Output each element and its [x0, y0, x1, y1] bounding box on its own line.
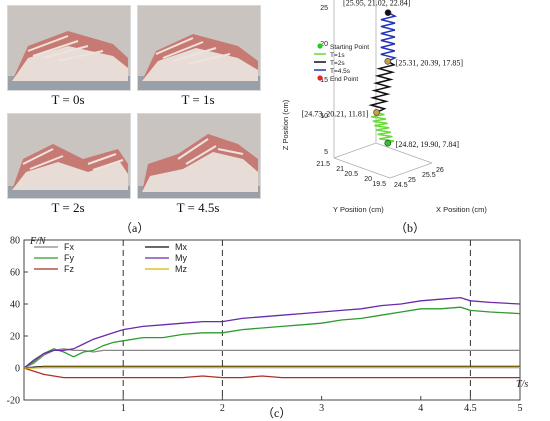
point-coordinate-label: [25.31, 20.39, 17.85] [396, 58, 464, 67]
x-tick-label: 5 [518, 403, 523, 414]
legend-label: Mz [175, 264, 187, 274]
legend-label: Fz [64, 264, 74, 274]
z-axis-label: Z Position (cm) [281, 99, 290, 150]
z-tick-label: 5 [324, 149, 328, 156]
series-line [24, 366, 520, 369]
legend-label: Fy [64, 253, 74, 263]
legend-marker [317, 43, 323, 49]
series-line [23, 365, 520, 369]
series-line [23, 348, 520, 369]
photo-t1 [137, 5, 261, 91]
y-tick-label: 0 [15, 364, 20, 375]
photo-t1-label: T = 1s [181, 92, 215, 107]
y-tick-label: -20 [7, 396, 20, 407]
panel-c-caption: （c） [262, 406, 292, 420]
legend-label: T=4.5s [330, 68, 351, 75]
legend-label: Starting Point [330, 44, 369, 51]
axis-box-edge [333, 142, 377, 159]
photo-t2 [7, 113, 131, 199]
panel-b-caption: （b） [395, 221, 426, 235]
trajectory-point [384, 139, 392, 147]
photo-t0-label: T = 0s [51, 92, 85, 107]
y-tick-label: 60 [10, 268, 20, 279]
z-tick-label: 25 [320, 5, 328, 12]
point-coordinate-label: [25.95, 21.02, 22.84] [343, 0, 411, 8]
y-tick-label: 19.5 [372, 181, 386, 188]
axis-box-edge [333, 157, 391, 179]
x-tick-label: 4.5 [464, 403, 477, 414]
axis-box-edge [375, 142, 433, 164]
series-line [23, 306, 521, 369]
y-tick-label: 21 [336, 166, 344, 173]
x-axis-label: T/s [516, 379, 528, 390]
z-tick-label: 15 [320, 77, 328, 84]
y-axis-label: F/N [29, 236, 47, 247]
x-tick-label: 4 [418, 403, 423, 414]
legend-marker [317, 75, 323, 81]
photo-t45-label: T = 4.5s [176, 200, 220, 215]
trajectory-point [373, 109, 380, 116]
axis-box-edge [389, 162, 433, 179]
photo-t45 [137, 113, 261, 199]
legend-label: T=1s [330, 52, 345, 59]
y-tick-label: 20 [364, 176, 372, 183]
y-tick-label: 40 [10, 300, 20, 311]
x-axis-label: X Position (cm) [436, 205, 487, 214]
photo-t0 [7, 5, 131, 91]
z-tick-label: 10 [320, 113, 328, 120]
photo-t2-label: T = 2s [51, 200, 85, 215]
trajectory-segment [371, 111, 395, 144]
x-tick-label: 1 [121, 403, 126, 414]
trajectory-segment [380, 12, 398, 62]
y-tick-label: 21.5 [316, 161, 330, 168]
z-tick-label: 20 [320, 41, 328, 48]
trajectory-point [384, 9, 392, 16]
meat-photo-image [8, 114, 130, 198]
x-tick-label: 3 [319, 403, 324, 414]
x-tick-label: 24.5 [394, 182, 408, 189]
meat-photo-image [138, 114, 260, 198]
trajectory-point [384, 57, 392, 65]
meat-photo-image [8, 6, 130, 90]
x-tick-label: 25.5 [422, 172, 436, 179]
meat-photo-image [138, 6, 260, 90]
y-axis-label: Y Position (cm) [333, 205, 384, 214]
panel-a-caption: （a） [120, 221, 150, 235]
legend-label: My [175, 253, 187, 263]
legend-label: T=2s [330, 60, 345, 67]
legend-label: End Point [330, 76, 358, 83]
point-coordinate-label: [24.82, 19.90, 7.84] [396, 140, 460, 149]
x-tick-label: 25 [408, 177, 416, 184]
legend-label: Mx [175, 242, 187, 252]
point-coordinate-label: [24.73, 20.21, 11.81] [302, 109, 369, 118]
x-tick-label: 2 [220, 403, 225, 414]
series-line [23, 296, 521, 369]
trajectory-segment [368, 60, 396, 114]
x-tick-label: 26 [436, 167, 444, 174]
series-line [23, 367, 520, 379]
y-tick-label: 20 [10, 332, 20, 343]
legend-label: Fx [64, 242, 74, 252]
y-tick-label: 80 [10, 236, 20, 247]
y-tick-label: 20.5 [344, 171, 358, 178]
plot-frame [23, 239, 521, 401]
